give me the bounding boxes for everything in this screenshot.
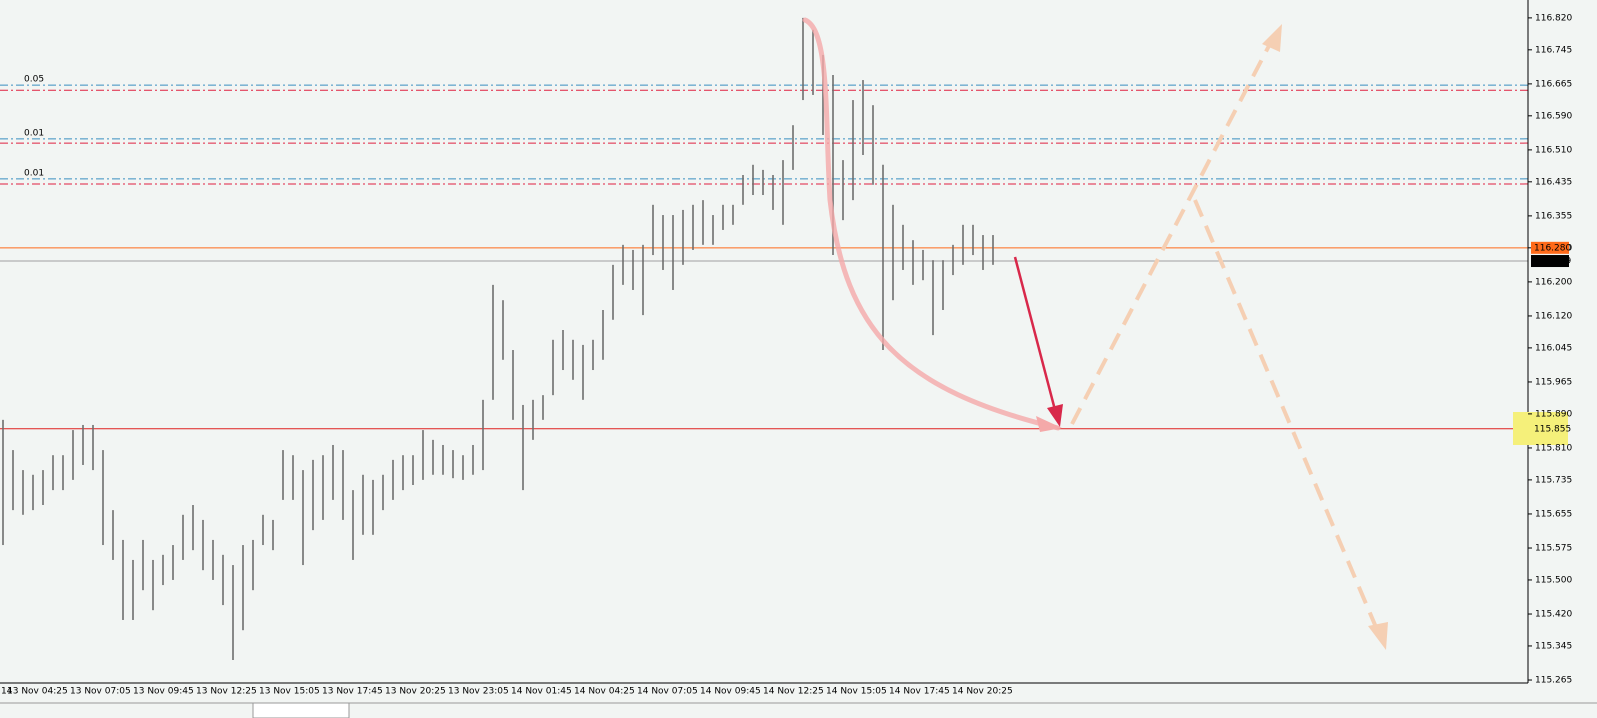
- x-tick-label: 14 Nov 01:45: [511, 687, 572, 697]
- y-tick-label: 115.735: [1535, 475, 1572, 485]
- annotations: [802, 17, 1388, 650]
- arrow-head: [1036, 416, 1062, 432]
- y-tick-label: 115.965: [1535, 377, 1572, 387]
- y-tick-label: 116.510: [1535, 145, 1572, 155]
- x-tick-label: 14 Nov 12:25: [763, 687, 824, 697]
- x-tick-label: 14 Nov 15:05: [826, 687, 887, 697]
- y-tick-label: 116.200: [1535, 277, 1572, 287]
- plot: 0.05 0.01 0.01: [0, 17, 1528, 661]
- tab: [252, 702, 350, 718]
- level-box: [1531, 241, 1569, 254]
- y-tick-label: 115.810: [1535, 443, 1572, 453]
- y-tick-label: 116.590: [1535, 111, 1572, 121]
- x-tick-label: 13 Nov 07:05: [70, 687, 131, 697]
- y-tick-label: 116.745: [1535, 45, 1572, 55]
- y-tick-label: 115.265: [1535, 676, 1572, 686]
- x-tick-label: 13 Nov 17:45: [322, 687, 383, 697]
- x-tick-label: 13 Nov 12:25: [196, 687, 257, 697]
- level-box: [1531, 255, 1569, 268]
- arrow-head: [1262, 24, 1282, 52]
- dashed-arrow: [1070, 39, 1274, 425]
- y-tick-label: 115.655: [1535, 509, 1572, 519]
- x-tick-label: 13 Nov 20:25: [385, 687, 446, 697]
- x-tick-label: 14 Nov 04:25: [574, 687, 635, 697]
- x-tick-label: 14 Nov 07:05: [637, 687, 698, 697]
- y-tick-label: 116.435: [1535, 177, 1572, 187]
- level-label: 115.855: [1534, 424, 1571, 434]
- x-tick-label: 13 Nov 09:45: [133, 687, 194, 697]
- y-tick-label: 115.890: [1535, 409, 1572, 419]
- y-tick-label: 115.575: [1535, 544, 1572, 554]
- level-label: 116.280: [1534, 243, 1571, 253]
- y-tick-label: 116.665: [1535, 79, 1572, 89]
- x-tick-label: 13 Nov 23:05: [448, 687, 509, 697]
- zone-label: 0.01: [24, 128, 44, 138]
- x-tick-label: 13 Nov 15:05: [259, 687, 320, 697]
- x-tick-label: 14 Nov 09:45: [700, 687, 761, 697]
- arrow-head: [1368, 622, 1388, 650]
- curve-arrow: [802, 17, 1061, 431]
- y-tick-label: 115.500: [1535, 575, 1572, 585]
- y-tick-label: 115.345: [1535, 641, 1572, 651]
- x-tick-label: 14 Nov 20:25: [952, 687, 1013, 697]
- y-tick-label: 115.420: [1535, 610, 1572, 620]
- x-tick-label: 14: [1, 687, 13, 697]
- x-tick-label: 14 Nov 17:45: [889, 687, 950, 697]
- zone-label: 0.05: [24, 75, 44, 85]
- y-tick-label: 116.355: [1535, 211, 1572, 221]
- arrow: [1013, 256, 1057, 411]
- y-tick-label: 116.820: [1535, 13, 1572, 23]
- y-tick-label: 116.045: [1535, 343, 1572, 353]
- highlight-box: [1513, 412, 1568, 445]
- arrow-head: [1047, 404, 1063, 427]
- zone-label: 0.01: [24, 168, 44, 178]
- y-tick-label: 116.120: [1535, 311, 1572, 321]
- level-label: 116.249: [1534, 257, 1571, 267]
- axis-labels: 116.820 116.745 116.665 116.590 116.510 116.4…: [1, 13, 1572, 696]
- dashed-arrow: [1193, 199, 1380, 633]
- x-tick-label: 13 Nov 04:25: [7, 687, 68, 697]
